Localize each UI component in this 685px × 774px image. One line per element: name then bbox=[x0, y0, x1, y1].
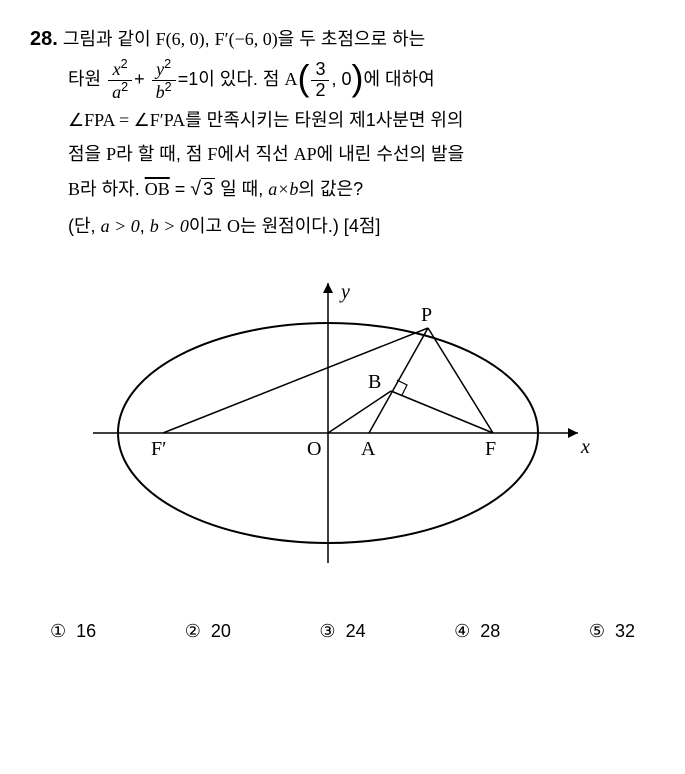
line5: B라 하자. OB = 3 일 때, a×b의 값은? bbox=[30, 171, 655, 209]
cond-a: a > 0 bbox=[101, 216, 140, 236]
line6: (단, a > 0, b > 0이고 O는 원점이다.) [4점] bbox=[30, 209, 655, 243]
A-comma: , 0 bbox=[331, 69, 351, 89]
fraction-32: 3 2 bbox=[311, 60, 329, 101]
label-F: F bbox=[485, 438, 496, 460]
OB-overline: OB bbox=[145, 179, 170, 199]
figure-container: y x P B O A F F′ bbox=[30, 263, 655, 594]
line2: 타원 x2 a2 + y2 b2 =1이 있다. 점 A( 3 2 , 0)에 … bbox=[30, 58, 655, 103]
text: 점을 bbox=[68, 144, 106, 164]
label-y: y bbox=[339, 281, 350, 303]
text: 라 하자. bbox=[80, 179, 145, 199]
label-B: B bbox=[368, 371, 381, 393]
text: 는 원점이다.) [4점] bbox=[240, 216, 380, 236]
choice-5: ⑤ 32 bbox=[589, 614, 635, 648]
paren-open: ( bbox=[297, 60, 309, 96]
AP-label: AP bbox=[294, 144, 317, 164]
text: 에서 직선 bbox=[217, 144, 293, 164]
problem-container: 28. 그림과 같이 F(6, 0), F′(−6, 0)을 두 초점으로 하는… bbox=[30, 20, 655, 648]
text: 이 있다. 점 bbox=[198, 69, 284, 89]
B-label: B bbox=[68, 179, 80, 199]
line-FP bbox=[428, 328, 493, 433]
paren-close: ) bbox=[352, 60, 364, 96]
choice-4: ④ 28 bbox=[454, 614, 500, 648]
ab-expr: a×b bbox=[268, 179, 298, 199]
P-label: P bbox=[106, 144, 116, 164]
ellipse-figure: y x P B O A F F′ bbox=[93, 263, 593, 583]
line4: 점을 P라 할 때, 점 F에서 직선 AP에 내린 수선의 발을 bbox=[30, 137, 655, 171]
eq-one: =1 bbox=[178, 69, 199, 89]
text: 이고 bbox=[189, 216, 227, 236]
sep: , bbox=[140, 216, 150, 236]
cond-b: b > 0 bbox=[150, 216, 189, 236]
plus: + bbox=[134, 69, 145, 89]
right-angle-mark bbox=[397, 380, 407, 395]
focus-Fprime: F′(−6, 0) bbox=[215, 29, 278, 49]
O-label: O bbox=[227, 216, 240, 236]
text: 을 두 초점으로 하는 bbox=[278, 29, 425, 49]
y-axis-arrow bbox=[323, 283, 333, 293]
line3: ∠FPA = ∠F′PA를 만족시키는 타원의 제1사분면 위의 bbox=[30, 103, 655, 137]
fraction-y2b2: y2 b2 bbox=[152, 58, 176, 103]
label-x: x bbox=[580, 436, 590, 458]
choice-1: ① 16 bbox=[50, 614, 96, 648]
text: 를 만족시키는 타원의 제1사분면 위의 bbox=[185, 110, 463, 130]
line-FB bbox=[391, 391, 493, 433]
text: 의 값은? bbox=[298, 179, 363, 199]
label-A: A bbox=[361, 438, 376, 460]
eq: = bbox=[170, 179, 191, 199]
label-O: O bbox=[307, 438, 321, 460]
line1: 28. 그림과 같이 F(6, 0), F′(−6, 0)을 두 초점으로 하는 bbox=[30, 20, 655, 58]
answer-choices: ① 16 ② 20 ③ 24 ④ 28 ⑤ 32 bbox=[30, 604, 655, 648]
text: 그림과 같이 bbox=[63, 29, 156, 49]
choice-2: ② 20 bbox=[185, 614, 231, 648]
angle-equality: ∠FPA = ∠F′PA bbox=[68, 110, 185, 130]
text: 에 대하여 bbox=[364, 69, 435, 89]
text: , bbox=[205, 29, 215, 49]
x-axis-arrow bbox=[568, 428, 578, 438]
text: 라 할 때, 점 bbox=[116, 144, 207, 164]
label-Fp: F′ bbox=[151, 438, 167, 460]
text: 타원 bbox=[68, 69, 106, 89]
text: (단, bbox=[68, 216, 101, 236]
text: 에 내린 수선의 발을 bbox=[317, 144, 464, 164]
fraction-x2a2: x2 a2 bbox=[108, 58, 132, 103]
point-A-label: A bbox=[284, 69, 297, 89]
focus-F: F(6, 0) bbox=[156, 29, 205, 49]
F-label: F bbox=[207, 144, 217, 164]
question-number: 28. bbox=[30, 28, 58, 50]
choice-3: ③ 24 bbox=[319, 614, 365, 648]
label-P: P bbox=[421, 304, 432, 326]
text: 일 때, bbox=[215, 179, 268, 199]
sqrt3: 3 bbox=[190, 171, 215, 209]
